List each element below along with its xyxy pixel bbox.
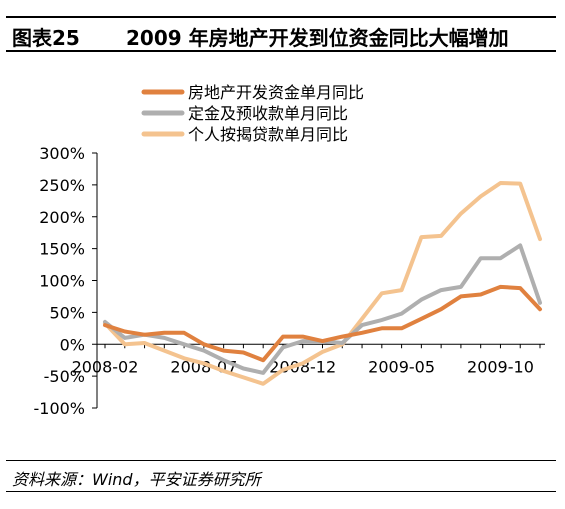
series-line-3	[103, 181, 542, 386]
x-tick-label: 2009-05	[368, 357, 435, 376]
y-tick-label: 300%	[39, 144, 85, 163]
legend-label-2: 定金及预收款单月同比	[188, 104, 348, 123]
y-tick-label: -100%	[33, 399, 85, 418]
legend-label-1: 房地产开发资金单月同比	[188, 83, 364, 102]
figure-title: 2009 年房地产开发到位资金同比大幅增加	[126, 26, 509, 50]
series-line-1	[103, 284, 542, 363]
source-bar: 资料来源：Wind，平安证券研究所	[6, 460, 556, 492]
source-note: 资料来源：Wind，平安证券研究所	[12, 470, 261, 489]
figure-title-bar: 图表25 2009 年房地产开发到位资金同比大幅增加	[6, 16, 556, 52]
y-tick-label: 0%	[60, 335, 85, 354]
x-tick-label: 2009-10	[467, 357, 534, 376]
y-tick-label: 200%	[39, 208, 85, 227]
y-tick-label: 150%	[39, 240, 85, 259]
line-chart: 300% 250% 200% 150% 100% 50% 0% -50% -100% 2008-0…	[33, 83, 545, 418]
y-tick-label: 250%	[39, 176, 85, 195]
legend-label-3: 个人按揭贷款单月同比	[188, 125, 348, 144]
figure-label: 图表25	[12, 26, 80, 50]
x-tick-label: 2008-02	[72, 357, 139, 376]
y-tick-label: 100%	[39, 272, 85, 291]
y-tick-label: -50%	[44, 367, 85, 386]
y-tick-label: 50%	[49, 303, 85, 322]
x-tick-label: 2008-12	[269, 357, 336, 376]
